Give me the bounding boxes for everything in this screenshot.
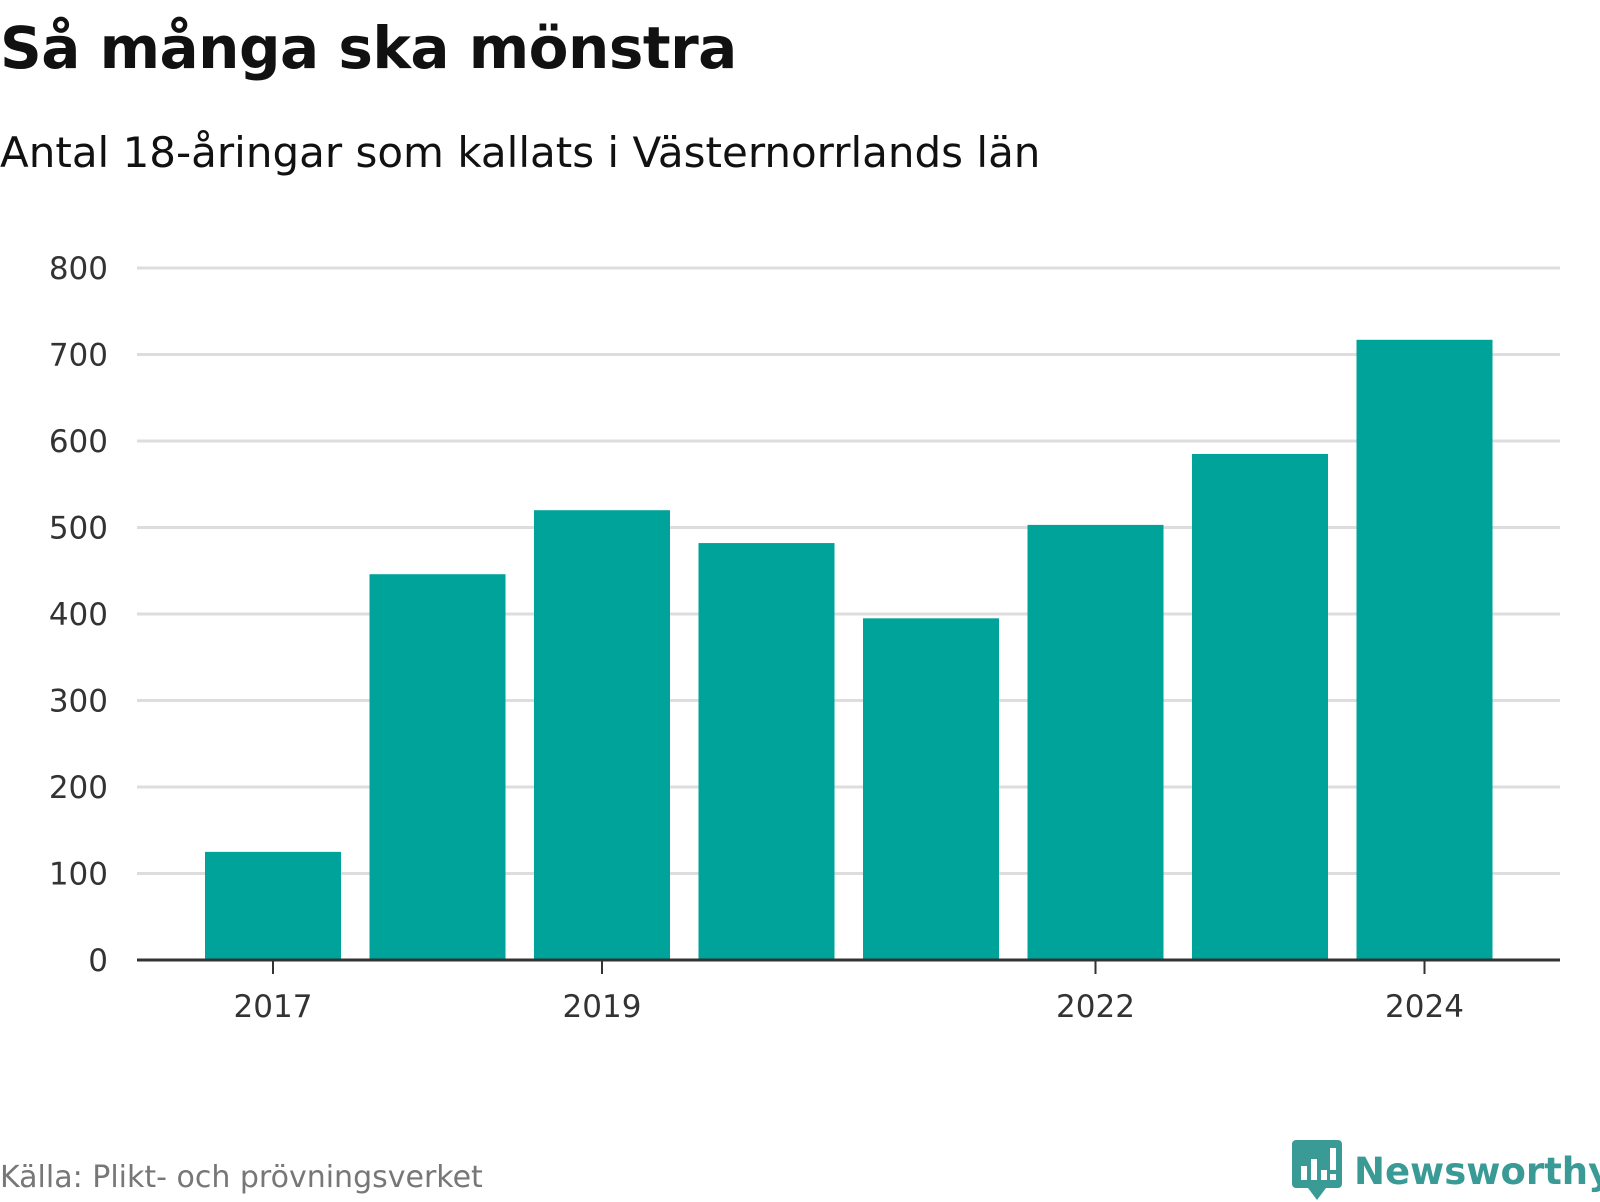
brand-logo: Newsworthy — [1292, 1140, 1600, 1202]
bar — [863, 618, 999, 960]
bar — [698, 543, 835, 960]
bar-chart-bubble-icon — [1292, 1140, 1342, 1200]
y-tick-label: 700 — [49, 338, 108, 374]
y-tick-label: 800 — [49, 251, 108, 287]
bar — [534, 510, 670, 960]
bar — [369, 574, 506, 960]
x-tick-label: 2022 — [1056, 989, 1135, 1025]
x-tick-label: 2019 — [563, 989, 642, 1025]
chart-subtitle: Antal 18-åringar som kallats i Västernor… — [0, 128, 1041, 177]
y-tick-label: 500 — [49, 511, 108, 547]
bars — [205, 339, 1493, 960]
source-note: Källa: Plikt- och prövningsverket — [0, 1160, 483, 1195]
y-tick-label: 400 — [49, 597, 108, 633]
chart-title: Så många ska mönstra — [0, 14, 737, 82]
y-tick-label: 200 — [49, 770, 108, 806]
bar — [1027, 524, 1164, 960]
y-tick-label: 300 — [49, 684, 108, 720]
axes: 0 100 200 300 400 500 600 700 800 2017 2019 2022 202… — [49, 251, 1560, 1025]
y-tick-label: 600 — [49, 424, 108, 460]
bar — [1192, 453, 1328, 960]
bar — [205, 851, 341, 960]
y-tick-label: 0 — [88, 943, 108, 979]
x-tick-label: 2017 — [234, 989, 313, 1025]
gridlines — [137, 266, 1560, 875]
x-tick-label: 2024 — [1385, 989, 1464, 1025]
brand-name: Newsworthy — [1354, 1149, 1600, 1193]
y-tick-label: 100 — [49, 857, 108, 893]
bar — [1356, 339, 1493, 960]
